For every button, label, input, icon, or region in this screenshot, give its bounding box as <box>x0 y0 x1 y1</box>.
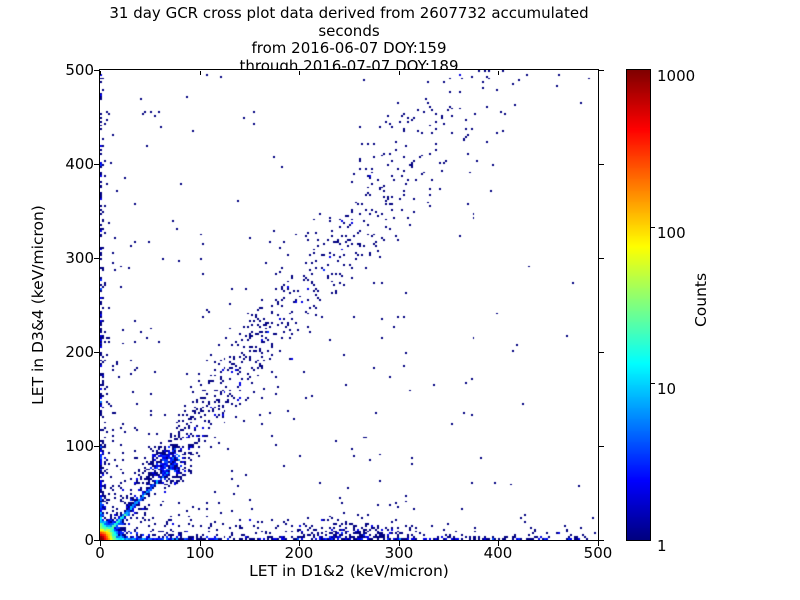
y-tick-mark <box>94 446 99 447</box>
y-tick-label: 0 <box>84 531 94 549</box>
x-tick-mark <box>598 541 599 546</box>
y-tick-mark <box>94 352 99 353</box>
x-tick-mark <box>399 541 400 546</box>
colorbar-frame <box>626 69 651 541</box>
axes-frame <box>99 69 599 541</box>
y-tick-mark <box>94 164 99 165</box>
y-axis-label: LET in D3&4 (keV/micron) <box>29 205 47 405</box>
colorbar-tick-label: 100 <box>657 224 686 242</box>
x-tick-mark <box>498 541 499 546</box>
y-right-tick-mark <box>599 164 604 165</box>
x-top-tick-mark <box>399 71 400 75</box>
y-right-tick-mark <box>599 352 604 353</box>
colorbar-label: Counts <box>692 272 710 328</box>
x-tick-label: 0 <box>95 544 105 562</box>
chart-title: 31 day GCR cross plot data derived from … <box>100 4 598 75</box>
y-right-tick-mark <box>599 258 604 259</box>
x-top-tick-mark <box>100 71 101 75</box>
y-tick-mark <box>94 70 99 71</box>
y-tick-label: 300 <box>65 249 94 267</box>
x-tick-label: 500 <box>583 544 613 562</box>
y-tick-label: 200 <box>65 343 94 361</box>
y-right-tick-mark <box>599 70 604 71</box>
y-tick-mark <box>94 540 99 541</box>
title-line-1: 31 day GCR cross plot data derived from … <box>109 4 589 40</box>
x-tick-mark <box>100 541 101 546</box>
x-top-tick-mark <box>498 71 499 75</box>
x-tick-label: 400 <box>483 544 513 562</box>
x-axis-label: LET in D1&2 (keV/micron) <box>249 562 449 580</box>
colorbar-tick-label: 1000 <box>657 67 696 85</box>
colorbar-tick-mark <box>651 227 655 228</box>
colorbar-tick-label: 1 <box>657 537 667 555</box>
colorbar-gradient-canvas <box>627 70 650 540</box>
y-tick-mark <box>94 258 99 259</box>
colorbar-tick-label: 10 <box>657 380 677 398</box>
y-tick-label: 100 <box>65 437 94 455</box>
scatter-heatmap-canvas <box>100 70 598 540</box>
y-right-tick-mark <box>599 540 604 541</box>
x-top-tick-mark <box>299 71 300 75</box>
x-tick-label: 100 <box>185 544 215 562</box>
y-tick-label: 500 <box>65 61 94 79</box>
x-tick-mark <box>200 541 201 546</box>
y-tick-label: 400 <box>65 155 94 173</box>
x-tick-label: 300 <box>384 544 414 562</box>
y-right-tick-mark <box>599 446 604 447</box>
x-top-tick-mark <box>200 71 201 75</box>
title-line-2: from 2016-06-07 DOY:159 <box>251 39 447 57</box>
x-top-tick-mark <box>598 71 599 75</box>
x-tick-mark <box>299 541 300 546</box>
colorbar-tick-mark <box>651 383 655 384</box>
x-tick-label: 200 <box>284 544 314 562</box>
